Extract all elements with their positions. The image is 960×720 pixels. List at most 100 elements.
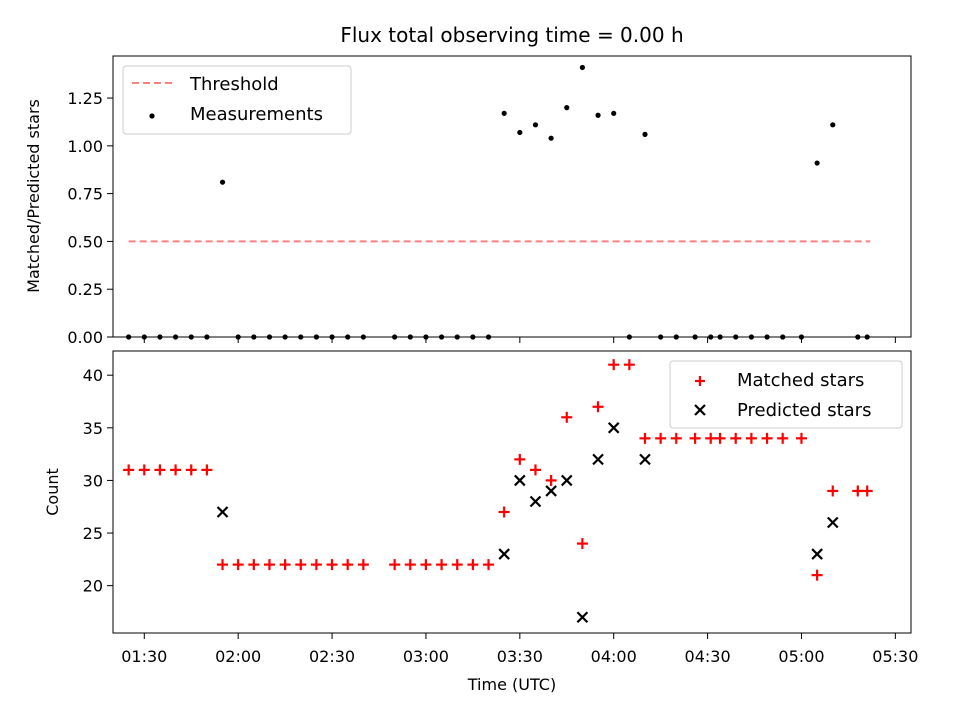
predicted-star-point	[592, 453, 604, 466]
top-y-tick-label: 1.00	[67, 137, 103, 156]
matched-star-point	[852, 485, 864, 497]
legend-measurements-label: Measurements	[190, 104, 323, 125]
predicted-star-point	[560, 474, 573, 487]
top-y-tick-label: 1.25	[67, 89, 103, 108]
matched-star-point	[263, 559, 275, 571]
matched-star-point	[170, 464, 182, 476]
legend-predicted-swatch	[694, 404, 706, 416]
matched-star-point	[608, 359, 620, 371]
matched-star-point	[232, 559, 244, 571]
x-tick-label: 02:30	[309, 647, 355, 666]
matched-star-point	[561, 411, 573, 423]
predicted-star-point	[576, 611, 589, 623]
matched-star-point	[827, 485, 839, 497]
predicted-star-point	[529, 495, 542, 508]
x-tick-label: 01:30	[121, 647, 167, 666]
matched-star-point	[861, 485, 873, 497]
measurement-point	[564, 105, 570, 111]
legend-predicted-label: Predicted stars	[737, 400, 871, 421]
bottom-panel: 20 25 30 35 40 01:30 02:00 02:30 03:00 03:30 04:0…	[43, 350, 918, 694]
matched-star-point	[529, 464, 541, 476]
measurement-point	[532, 122, 539, 128]
matched-star-point	[670, 432, 682, 444]
matched-star-point	[217, 559, 229, 571]
predicted-star-point	[826, 516, 839, 529]
matched-star-point	[185, 464, 197, 476]
x-tick-label: 05:30	[872, 647, 918, 666]
measurement-point	[830, 122, 836, 128]
x-tick-label: 05:00	[778, 647, 824, 666]
matched-star-point	[795, 432, 807, 444]
matched-star-point	[777, 432, 789, 444]
predicted-star-point	[607, 422, 620, 434]
matched-star-point	[138, 464, 150, 476]
legend-matched-swatch	[695, 376, 705, 386]
matched-star-point	[655, 432, 667, 444]
matched-star-point	[389, 559, 401, 571]
matched-star-point	[545, 474, 557, 486]
measurement-point	[501, 110, 507, 116]
matched-star-point	[248, 559, 260, 571]
top-legend-box	[122, 65, 352, 135]
top-y-tick-label: 0.00	[67, 328, 103, 347]
bottom-y-tick-label: 25	[83, 524, 103, 543]
bottom-y-axis-label: Count	[43, 468, 62, 516]
top-y-tick-label: 0.50	[67, 232, 103, 251]
bottom-y-tick-label: 20	[83, 577, 103, 596]
top-plot-frame	[112, 55, 912, 338]
matched-star-point	[498, 506, 510, 518]
top-y-tick-label: 0.25	[67, 280, 103, 299]
x-tick-label: 04:30	[685, 647, 731, 666]
predicted-star-point	[216, 506, 229, 518]
measurement-point	[579, 64, 586, 71]
bottom-y-tick-label: 35	[83, 419, 103, 438]
x-tick-label: 03:00	[403, 647, 449, 666]
matched-star-point	[576, 538, 588, 550]
matched-star-point	[623, 359, 635, 371]
x-tick-label: 03:30	[497, 647, 543, 666]
measurement-point	[642, 131, 648, 137]
matched-star-point	[467, 559, 479, 571]
matched-star-point	[714, 432, 726, 444]
measurement-point	[548, 135, 554, 141]
matched-star-point	[483, 559, 495, 571]
matched-star-point	[761, 432, 773, 444]
bottom-legend: Matched stars Predicted stars	[669, 360, 903, 429]
matched-star-point	[420, 559, 432, 571]
matched-star-point	[201, 464, 213, 476]
measurement-point	[595, 112, 601, 118]
bottom-plot-frame	[112, 350, 912, 634]
matched-star-point	[279, 559, 291, 571]
bottom-y-tick-label: 40	[83, 366, 103, 385]
matched-star-point	[639, 432, 651, 444]
top-panel: 0.00 0.25 0.50 0.75 1.00 1.25 Matched/Predict…	[24, 55, 912, 347]
matched-star-point	[705, 432, 717, 444]
matched-star-point	[592, 401, 604, 413]
matched-star-point	[295, 559, 307, 571]
top-legend: Threshold Measurements	[122, 65, 352, 135]
matched-star-point	[310, 559, 322, 571]
predicted-star-point	[639, 453, 651, 466]
measurement-point	[219, 179, 226, 185]
measurement-point	[611, 110, 617, 116]
top-y-tick-label: 0.75	[67, 185, 103, 204]
matched-star-point	[123, 464, 135, 476]
matched-star-point	[326, 559, 338, 571]
legend-measurements-swatch	[149, 113, 155, 119]
matched-star-point	[357, 559, 369, 571]
chart-title: Flux total observing time = 0.00 h	[340, 23, 683, 47]
bottom-legend-box	[669, 360, 903, 429]
legend-matched-label: Matched stars	[737, 370, 864, 391]
bottom-y-tick-label: 30	[83, 471, 103, 490]
predicted-star-point	[498, 548, 510, 560]
measurement-point	[814, 160, 820, 166]
matched-star-point	[745, 432, 757, 444]
matched-star-point	[436, 559, 448, 571]
top-y-axis-label: Matched/Predicted stars	[24, 99, 43, 293]
measurement-point	[517, 129, 523, 136]
predicted-star-point	[545, 485, 557, 497]
x-tick-label: 02:00	[215, 647, 261, 666]
x-tick-label: 04:00	[591, 647, 637, 666]
matched-star-point	[811, 569, 823, 581]
